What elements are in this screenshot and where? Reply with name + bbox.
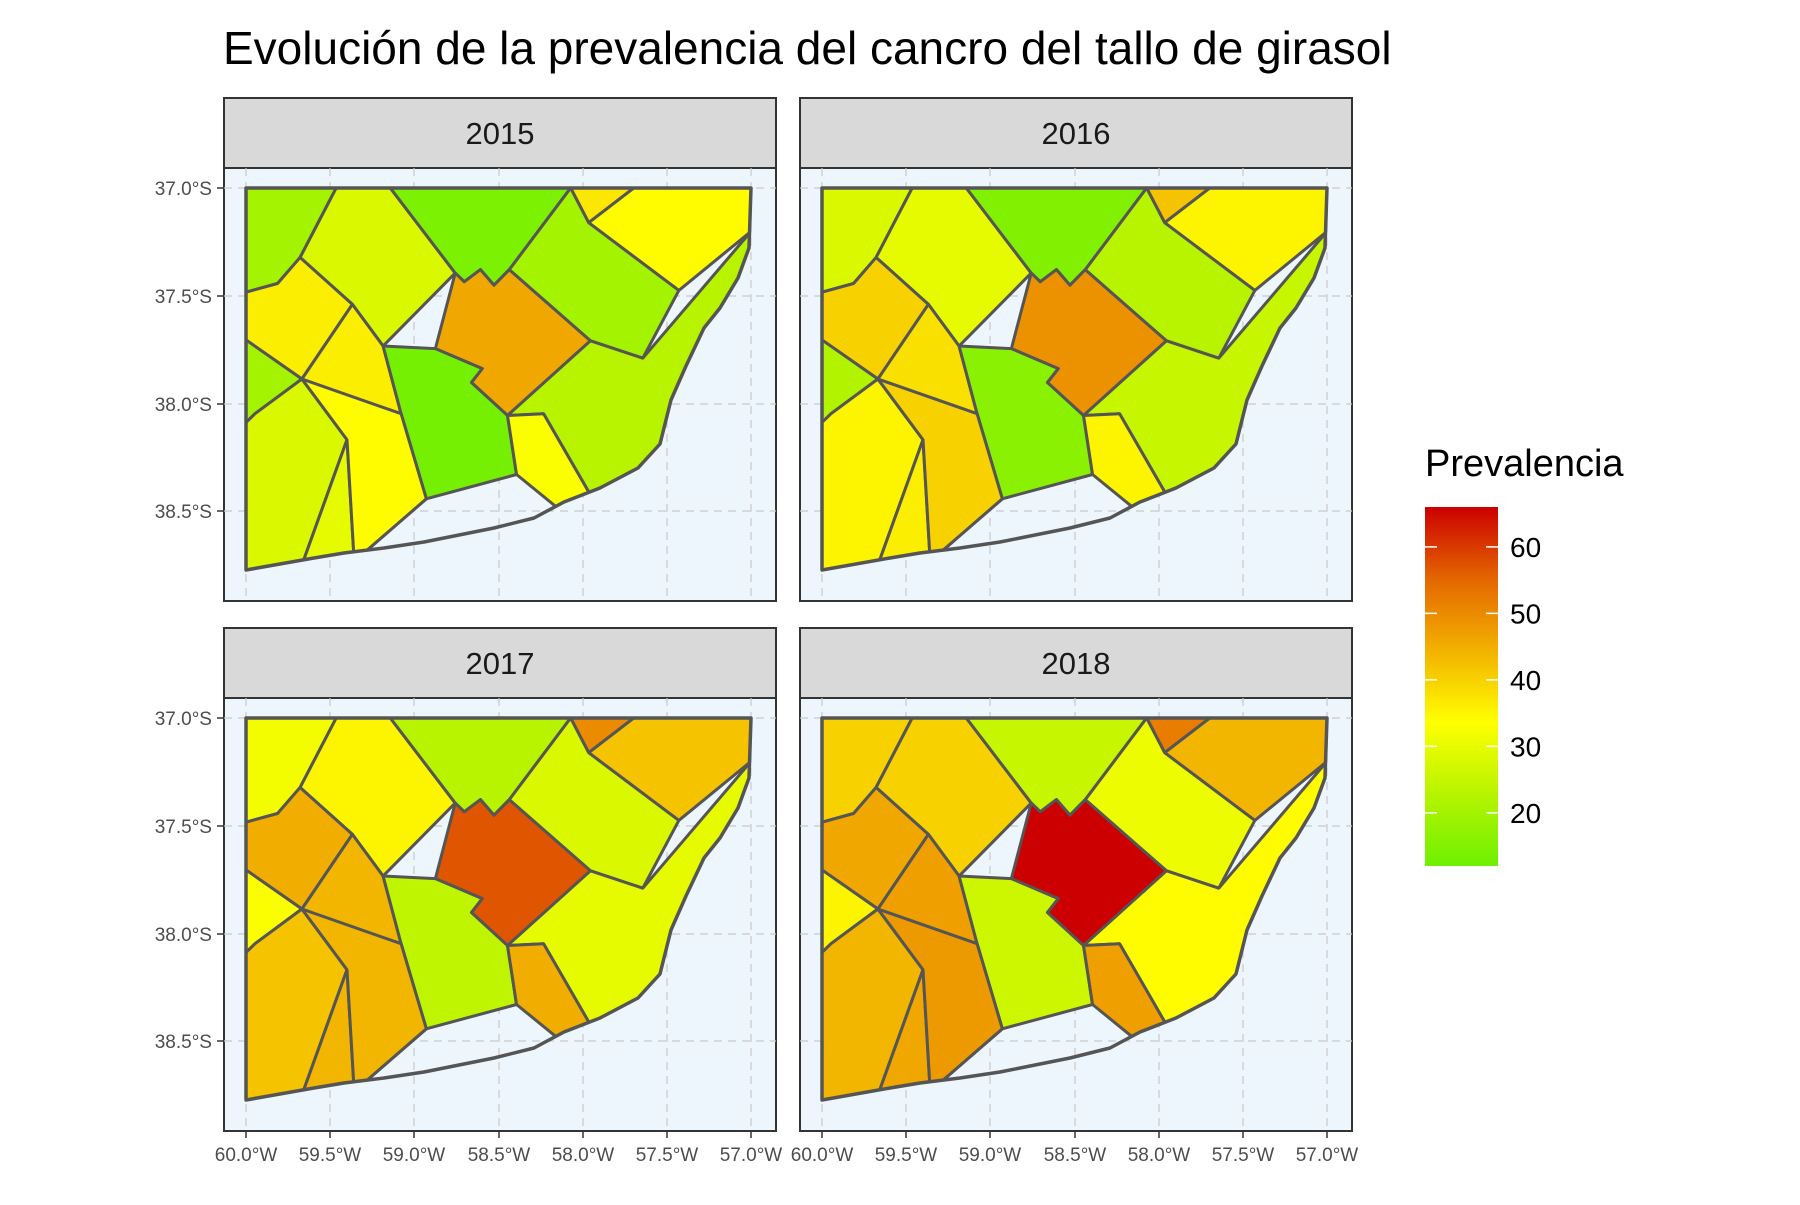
district-s2 xyxy=(876,377,1004,563)
legend-tick-label: 60 xyxy=(1510,532,1541,563)
legend-tick-label: 40 xyxy=(1510,665,1541,696)
x-tick-label: 59.5°W xyxy=(299,1145,362,1166)
legend-title: Prevalencia xyxy=(1425,443,1624,485)
legend-ticks: 20 30 40 50 60 xyxy=(1425,532,1541,829)
x-tick-label: 57.5°W xyxy=(636,1145,699,1166)
facet-strip-label: 2017 xyxy=(466,646,535,681)
coastline xyxy=(244,186,753,572)
x-tick-label: 58.0°W xyxy=(552,1145,615,1166)
facet-strip-label: 2016 xyxy=(1042,116,1111,151)
x-tick-label: 58.5°W xyxy=(468,1145,531,1166)
district-s2 xyxy=(300,907,428,1093)
facet-strip-label: 2018 xyxy=(1042,646,1111,681)
y-tick-label: 38.5°S xyxy=(155,502,212,523)
facet-strip xyxy=(799,97,1353,169)
coastline xyxy=(820,716,1329,1102)
facet-panels: 2015 37.0°S 37.5°S 38.0°S 38.5°S 2016 2017 37.0… xyxy=(155,97,1359,1166)
y-tick-label: 37.0°S xyxy=(155,709,212,730)
y-tick-label: 37.5°S xyxy=(155,817,212,838)
y-tick-label: 37.0°S xyxy=(155,179,212,200)
districts xyxy=(822,718,1327,1100)
legend-tick-label: 20 xyxy=(1510,798,1541,829)
x-tick-label: 57.5°W xyxy=(1212,1145,1275,1166)
legend-colorbar xyxy=(1425,507,1498,866)
district-s2 xyxy=(876,907,1004,1093)
x-tick-label: 58.5°W xyxy=(1044,1145,1107,1166)
district-ne2 xyxy=(1163,718,1327,822)
x-tick-label: 59.0°W xyxy=(383,1145,446,1166)
facet-strip xyxy=(223,627,777,699)
x-tick-label: 59.5°W xyxy=(875,1145,938,1166)
district-ne2 xyxy=(1163,188,1327,292)
x-tick-label: 60.0°W xyxy=(215,1145,278,1166)
legend: Prevalencia 20 30 40 50 60 xyxy=(1425,443,1624,866)
x-tick-label: 59.0°W xyxy=(959,1145,1022,1166)
facet-panel-2017: 2017 37.0°S 37.5°S 38.0°S 38.5°S 60.0°W 59.5°W… xyxy=(155,627,783,1166)
facet-strip-label: 2015 xyxy=(466,116,535,151)
facet-panel-2016: 2016 xyxy=(799,97,1353,602)
y-tick-label: 38.0°S xyxy=(155,395,212,416)
district-ne2 xyxy=(587,718,751,822)
y-tick-label: 38.5°S xyxy=(155,1032,212,1053)
x-tick-label: 58.0°W xyxy=(1128,1145,1191,1166)
district-ne2 xyxy=(587,188,751,292)
figure-title: Evolución de la prevalencia del cancro d… xyxy=(223,22,1392,74)
district-s2 xyxy=(300,377,428,563)
y-tick-label: 37.5°S xyxy=(155,287,212,308)
y-tick-label: 38.0°S xyxy=(155,925,212,946)
facet-panel-2018: 2018 60.0°W 59.5°W 59.0°W 58.5°W 58.0°W 57.5°W… xyxy=(791,627,1359,1166)
legend-tick-label: 30 xyxy=(1510,731,1541,762)
coastline xyxy=(820,186,1329,572)
facet-strip xyxy=(223,97,777,169)
facet-panel-2015: 2015 37.0°S 37.5°S 38.0°S 38.5°S xyxy=(155,97,777,602)
coastline xyxy=(244,716,753,1102)
x-tick-label: 57.0°W xyxy=(720,1145,783,1166)
x-tick-label: 57.0°W xyxy=(1296,1145,1359,1166)
legend-tick-label: 50 xyxy=(1510,598,1541,629)
x-tick-label: 60.0°W xyxy=(791,1145,854,1166)
